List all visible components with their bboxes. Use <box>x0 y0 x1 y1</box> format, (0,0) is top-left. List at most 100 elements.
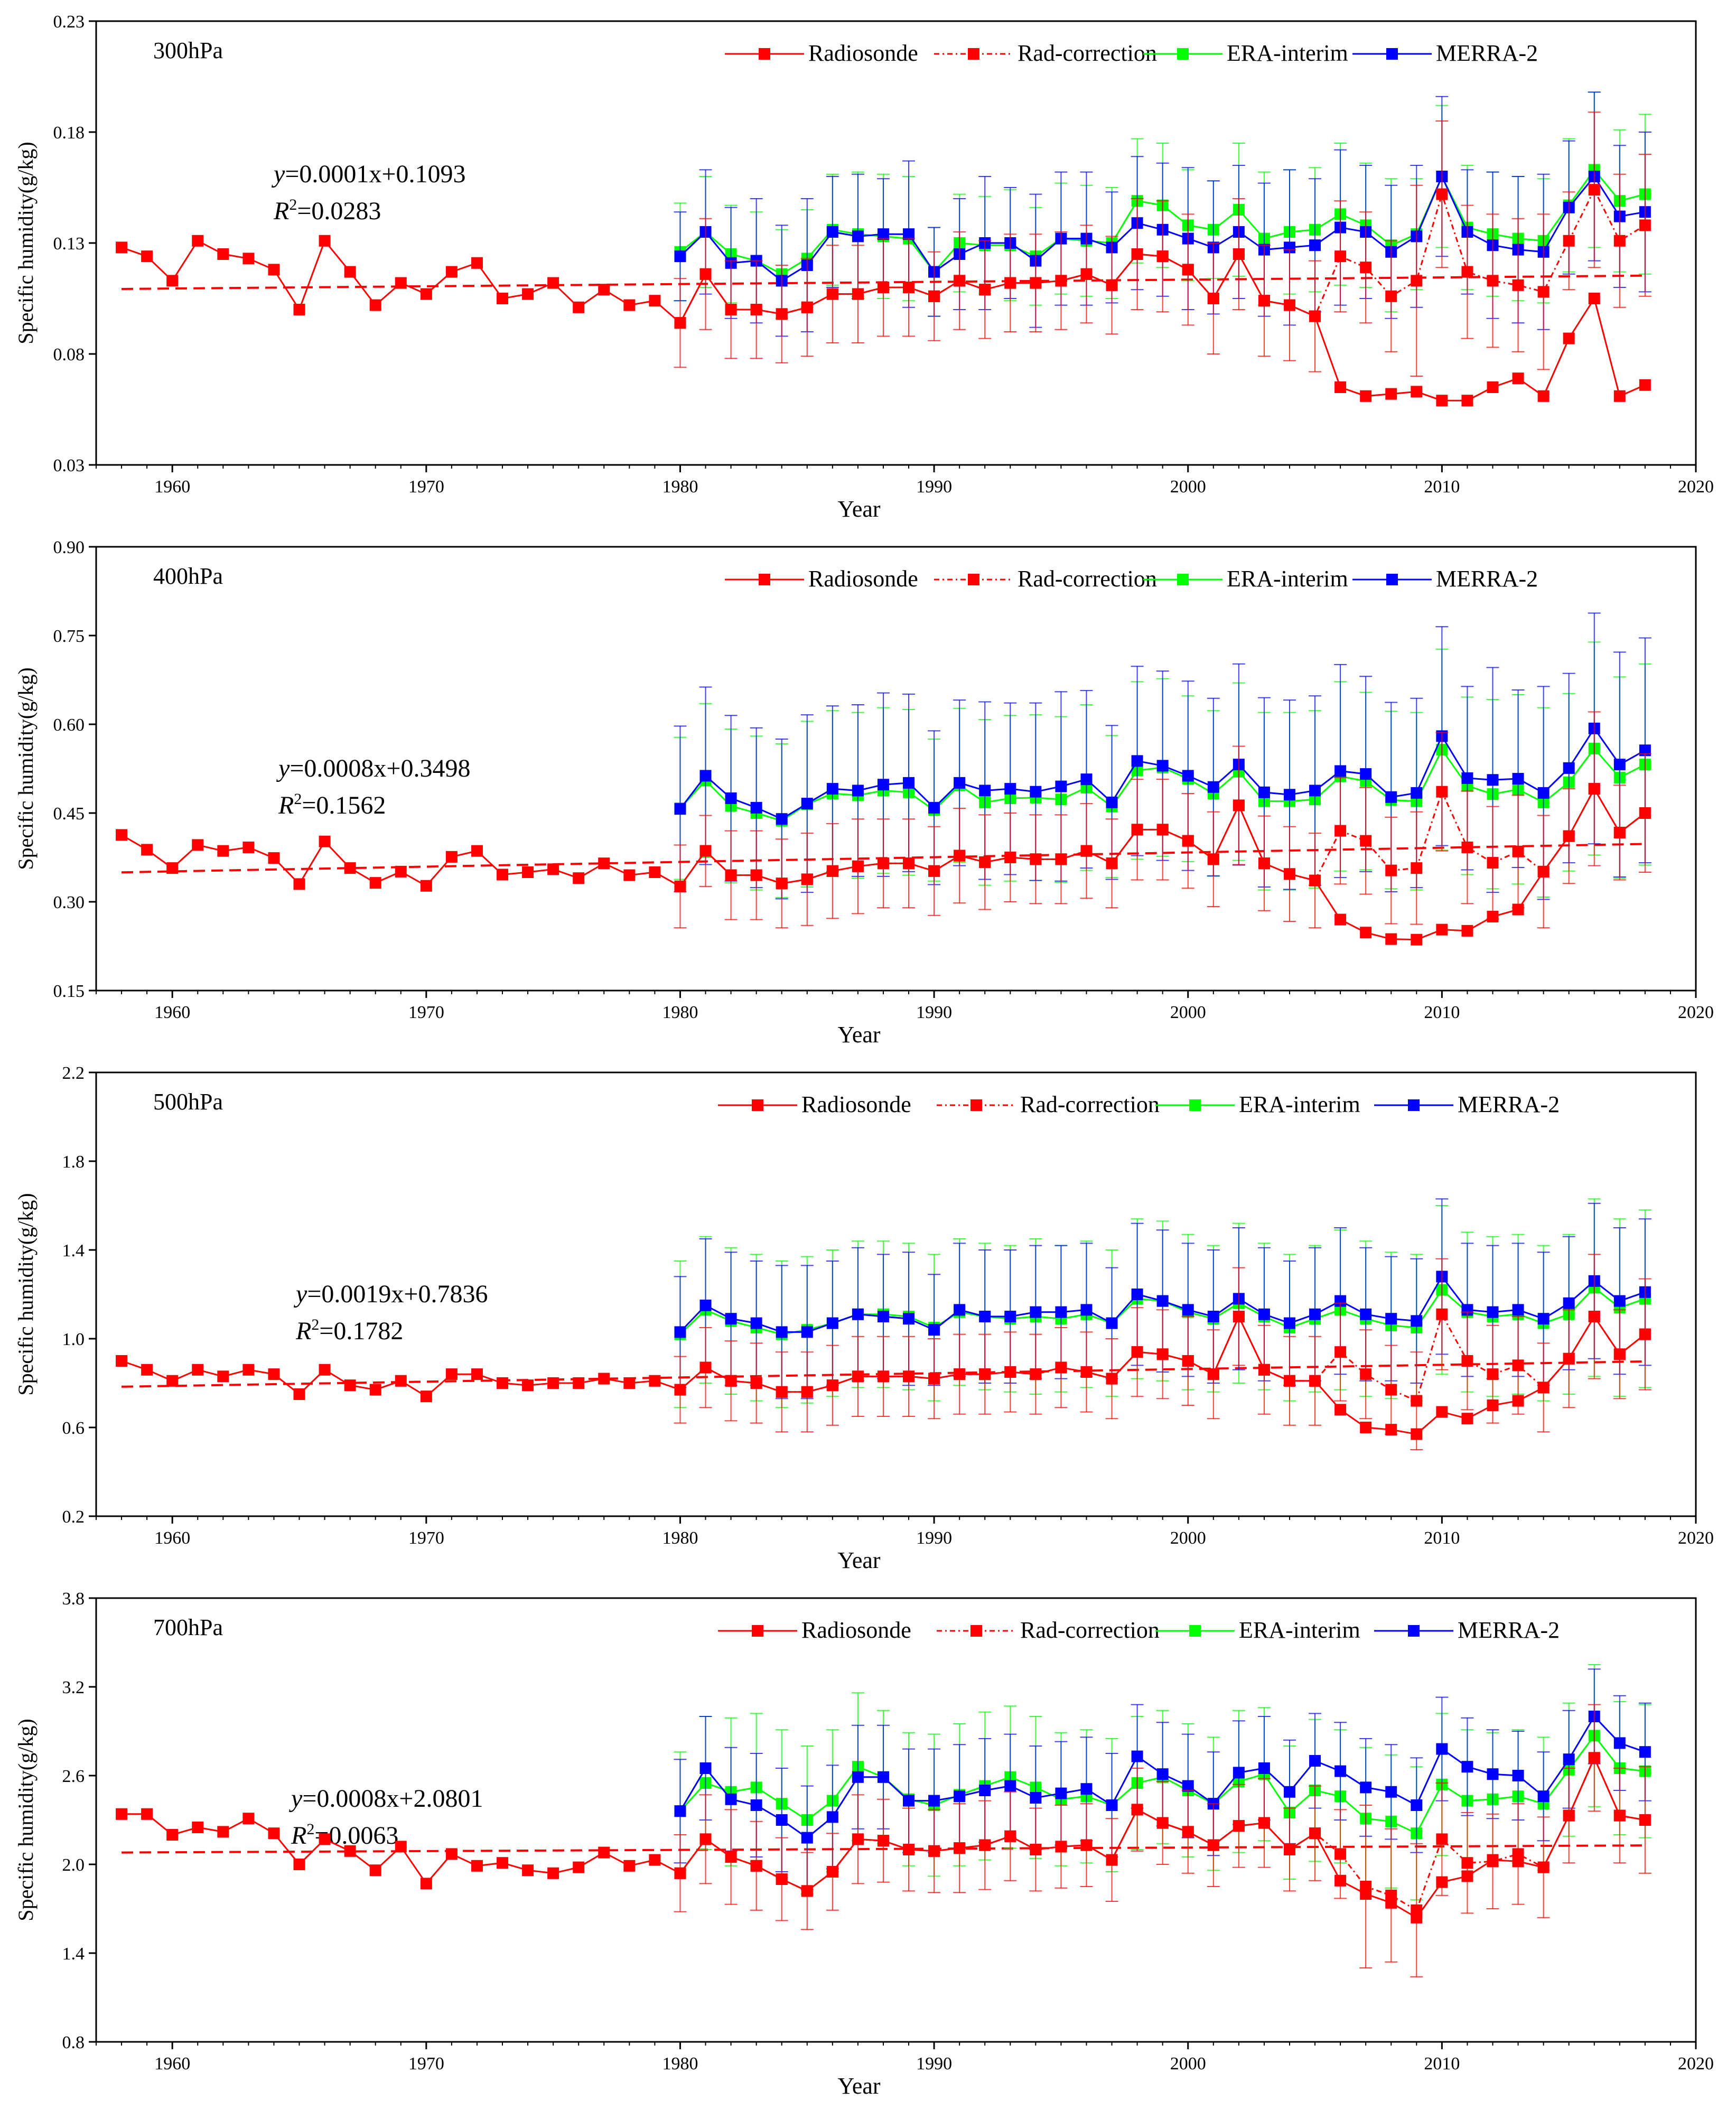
data-point <box>166 1829 179 1841</box>
data-point <box>750 1377 762 1389</box>
series-radiosonde <box>116 1311 1651 1440</box>
data-point <box>1563 830 1575 842</box>
data-point <box>649 866 661 878</box>
data-point <box>598 857 610 870</box>
panel-1: 0.15 0.30 0.45 0.60 0.75 0.90 1960 1970 1980 1990… <box>14 538 1714 1048</box>
legend-marker <box>1408 1625 1420 1637</box>
data-point <box>699 268 712 280</box>
data-point <box>1360 1308 1372 1320</box>
data-point <box>801 1326 813 1338</box>
data-point <box>1385 1424 1397 1436</box>
data-point <box>547 1377 559 1389</box>
data-point <box>573 1861 585 1873</box>
data-point <box>1004 852 1016 863</box>
data-point <box>319 1833 331 1845</box>
legend-label: MERRA-2 <box>1436 566 1538 592</box>
data-point <box>1182 1780 1194 1792</box>
data-point <box>1156 824 1169 836</box>
data-point <box>954 1304 966 1316</box>
data-point <box>293 878 305 890</box>
data-point <box>522 1379 534 1392</box>
legend: Radiosonde Rad-correction ERA-interim MERRA… <box>718 1091 1560 1117</box>
data-point <box>1512 1770 1524 1781</box>
data-point <box>420 1390 432 1403</box>
data-point <box>877 1835 889 1847</box>
equation-y: y <box>293 1280 307 1308</box>
panel-3: 0.8 1.4 2.0 2.6 3.2 3.8 1960 1970 1980 1990 2000 20… <box>14 1589 1714 2099</box>
data-point <box>1512 372 1524 385</box>
data-point <box>1512 1304 1524 1316</box>
data-point <box>1156 1295 1169 1307</box>
data-point <box>1360 1888 1372 1900</box>
data-point <box>623 869 636 881</box>
data-point <box>522 288 534 300</box>
data-point <box>979 284 991 296</box>
data-point <box>369 1864 381 1877</box>
data-point <box>1055 780 1067 792</box>
data-point <box>242 1364 255 1376</box>
data-point <box>1385 290 1397 302</box>
data-point <box>776 878 788 890</box>
x-tick-label: 1970 <box>408 1003 444 1022</box>
data-point <box>1639 807 1651 819</box>
data-point <box>1461 1761 1473 1773</box>
data-point <box>497 293 509 304</box>
data-point <box>1385 791 1397 803</box>
equation-y: y <box>271 160 285 188</box>
x-axis-label: Year <box>837 1022 880 1048</box>
data-point <box>801 1885 813 1897</box>
legend-marker <box>970 1099 982 1111</box>
data-point <box>497 869 509 881</box>
data-point <box>1613 1737 1626 1749</box>
data-point <box>725 304 737 315</box>
data-point <box>1588 293 1600 304</box>
y-tick-label: 0.6 <box>62 1418 85 1438</box>
data-point <box>1207 853 1219 865</box>
data-point <box>445 1848 458 1860</box>
data-point <box>1436 395 1448 407</box>
y-tick-label: 0.2 <box>62 1507 85 1527</box>
data-point <box>1131 755 1143 767</box>
data-point <box>319 1364 331 1376</box>
y-tick-label: 2.0 <box>62 1855 85 1875</box>
data-point <box>1258 786 1270 798</box>
data-point <box>268 1368 280 1380</box>
data-point <box>1411 275 1423 287</box>
data-point <box>1080 773 1093 786</box>
data-point <box>954 850 966 862</box>
y-tick-label: 0.8 <box>62 2033 85 2052</box>
r2-symbol: R <box>291 1822 306 1850</box>
y-tick-label: 0.30 <box>53 893 85 912</box>
data-point <box>573 301 585 313</box>
data-point <box>1233 1767 1245 1779</box>
data-point <box>776 813 788 825</box>
y-tick-label: 0.75 <box>53 627 85 646</box>
data-point <box>395 1841 407 1853</box>
y-tick-label: 0.45 <box>53 804 85 824</box>
data-point <box>1385 1897 1397 1909</box>
x-tick-label: 1960 <box>154 1003 190 1022</box>
data-point <box>1360 390 1372 402</box>
data-point <box>1283 299 1295 311</box>
data-point <box>1537 865 1550 878</box>
data-point <box>1411 1428 1423 1440</box>
trend-equation: y=0.0019x+0.7836 <box>293 1280 488 1308</box>
data-point <box>1613 759 1626 771</box>
data-point <box>674 250 686 263</box>
data-point <box>1309 1827 1321 1840</box>
legend: Radiosonde Rad-correction ERA-interim MERRA… <box>725 40 1538 66</box>
data-point <box>903 1370 915 1383</box>
data-point <box>395 1375 407 1387</box>
data-point <box>1030 1368 1042 1380</box>
x-tick-label: 2010 <box>1424 1003 1460 1022</box>
data-point <box>1461 1413 1473 1425</box>
data-point <box>928 1324 940 1336</box>
data-point <box>877 1370 889 1383</box>
data-point <box>395 865 407 878</box>
equation-body: =0.0019x+0.7836 <box>307 1280 488 1308</box>
data-point <box>852 230 864 242</box>
data-point <box>1233 248 1245 260</box>
data-point <box>1639 379 1651 391</box>
data-point <box>674 803 686 815</box>
data-point <box>776 308 788 320</box>
